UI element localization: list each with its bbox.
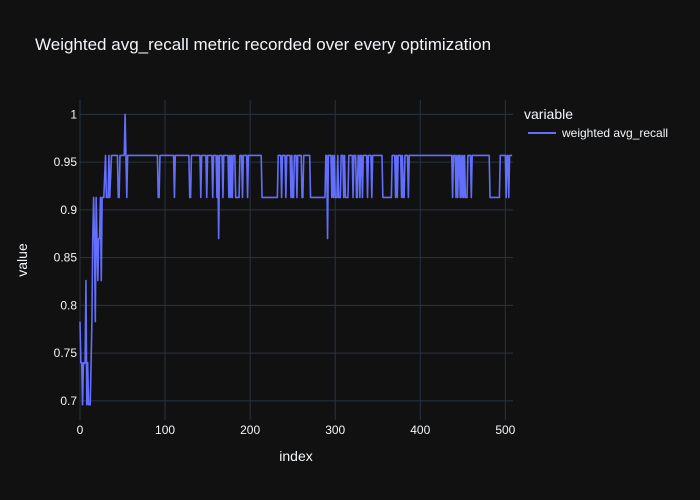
x-axis-ticks: 0 100 200 300 400 500 xyxy=(77,423,516,437)
x-gridlines xyxy=(79,100,506,420)
y-tick-label: 0.85 xyxy=(54,251,78,265)
x-tick-label: 500 xyxy=(495,423,515,437)
series-layer xyxy=(79,113,513,406)
y-tick-label: 0.75 xyxy=(54,346,78,360)
y-tick-label: 1 xyxy=(70,107,77,121)
y-tick-label: 0.8 xyxy=(60,298,77,312)
y-tick-label: 0.9 xyxy=(60,203,77,217)
chart-title: Weighted avg_recall metric recorded over… xyxy=(35,35,491,54)
legend-item-label[interactable]: weighted avg_recall xyxy=(561,126,668,140)
legend-title: variable xyxy=(524,106,573,122)
x-tick-label: 0 xyxy=(77,423,84,437)
x-tick-label: 200 xyxy=(240,423,260,437)
legend[interactable]: variable weighted avg_recall xyxy=(524,106,668,140)
x-tick-label: 300 xyxy=(325,423,345,437)
y-axis-ticks: 0.7 0.75 0.8 0.85 0.9 0.95 1 xyxy=(54,107,78,408)
series-line-0 xyxy=(79,113,513,406)
y-tick-label: 0.95 xyxy=(54,155,78,169)
y-tick-label: 0.7 xyxy=(60,394,77,408)
plot-area xyxy=(80,100,513,420)
x-tick-label: 400 xyxy=(410,423,430,437)
x-tick-label: 100 xyxy=(155,423,175,437)
x-axis-title: index xyxy=(279,448,312,464)
y-axis-title: value xyxy=(14,243,30,277)
